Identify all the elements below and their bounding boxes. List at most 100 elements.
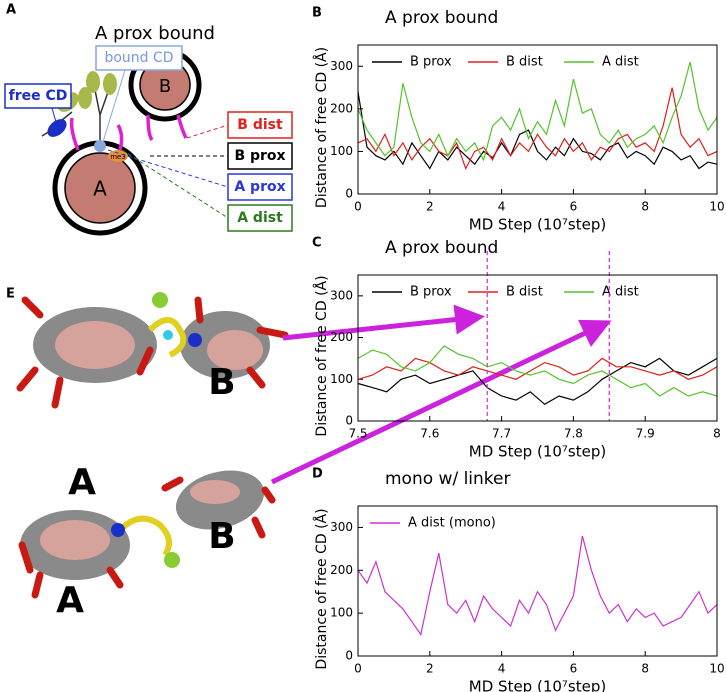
box [227, 142, 293, 170]
y-tick-label: 200 [330, 330, 353, 344]
y-axis-label: Distance of free CD (Å) [313, 47, 330, 208]
diagram: A A prox bound A B me3 bound CD free CD … [4, 3, 293, 236]
box [227, 204, 293, 232]
series-line [357, 535, 718, 637]
domain-model [188, 333, 202, 347]
chart-title: A prox bound [385, 8, 498, 28]
bound-cd [94, 140, 106, 152]
y-axis-label: Distance of free CD (Å) [313, 275, 330, 436]
y-tick-label: 100 [330, 372, 353, 386]
panel-label: E [6, 287, 15, 302]
series-line [357, 357, 718, 406]
distance-label: B prox [234, 148, 285, 164]
hp1-model [117, 515, 172, 557]
domain [78, 87, 92, 109]
series-line [357, 345, 718, 397]
series-line [357, 87, 718, 170]
plot-frame [357, 505, 718, 657]
x-tick-label: 10 [709, 200, 724, 214]
domain-model [164, 552, 180, 568]
nucleosome-core [190, 480, 240, 504]
plot-frame [357, 44, 718, 195]
connector [102, 69, 126, 143]
nucleosome-core [55, 321, 135, 369]
panel-label: B [312, 6, 322, 21]
x-tick-label: 8 [641, 200, 649, 214]
distance-label: B dist [237, 117, 283, 133]
chart-title: mono w/ linker [385, 469, 510, 489]
tail [16, 296, 289, 409]
legend-label: A dist [602, 55, 639, 70]
plot-frame [357, 274, 718, 422]
series-line [357, 357, 718, 380]
x-tick-label: 7.9 [636, 427, 655, 441]
tail [69, 114, 188, 151]
linker [41, 111, 73, 137]
free-cd-label: free CD [9, 88, 68, 104]
x-tick-label: 2 [426, 662, 434, 676]
nucleosome-label: B [159, 76, 171, 97]
structure-label: A [68, 462, 96, 503]
domain-model [152, 292, 168, 308]
panel-label: D [312, 467, 323, 482]
y-tick-label: 100 [330, 606, 353, 620]
connector [186, 124, 229, 139]
x-tick-label: 4 [498, 200, 506, 214]
legend-label: B dist [506, 285, 543, 300]
domain [86, 71, 100, 93]
x-tick-label: 7.5 [348, 427, 367, 441]
legend-label: B prox [410, 285, 452, 300]
y-tick-label: 0 [345, 187, 353, 201]
x-tick-label: 7.8 [564, 427, 583, 441]
hp1-model [147, 317, 187, 358]
x-axis-label: MD Step (10⁷step) [469, 443, 606, 461]
structure-label: B [208, 362, 235, 403]
nucleosome-label: A [93, 177, 107, 201]
hp1 [94, 89, 109, 146]
nucleosome-core [207, 330, 263, 370]
y-tick-label: 200 [330, 101, 353, 115]
x-axis-label: MD Step (10⁷step) [469, 678, 606, 692]
y-tick-label: 300 [330, 288, 353, 302]
y-tick-label: 300 [330, 59, 353, 73]
x-tick-label: 4 [498, 662, 506, 676]
y-tick-label: 0 [345, 414, 353, 428]
legend-label: B prox [410, 55, 452, 70]
panel-label: A [6, 3, 16, 18]
diagram-title: A prox bound [95, 23, 215, 44]
x-tick-label: 7.7 [492, 427, 511, 441]
domain-model [111, 523, 125, 537]
x-tick-label: 7.6 [420, 427, 439, 441]
box [227, 173, 293, 201]
tail [18, 476, 276, 599]
x-tick-label: 0 [354, 200, 362, 214]
domain [103, 73, 117, 95]
y-tick-label: 200 [330, 563, 353, 577]
series-line [357, 91, 718, 170]
panel-label: C [312, 236, 322, 251]
distance-label: A prox [234, 179, 285, 195]
free-cd [47, 119, 67, 137]
nucleosome-core [40, 520, 110, 560]
legend-label: A dist (mono) [408, 516, 496, 531]
me3-label: me3 [110, 153, 126, 161]
y-tick-label: 0 [345, 649, 353, 663]
box [227, 111, 293, 139]
x-tick-label: 0 [354, 662, 362, 676]
structure-label: A [56, 580, 84, 621]
y-tick-label: 300 [330, 520, 353, 534]
domain-model [163, 330, 173, 340]
x-tick-label: 10 [709, 662, 724, 676]
x-tick-label: 8 [713, 427, 721, 441]
x-axis-label: MD Step (10⁷step) [469, 216, 606, 234]
arrow [282, 304, 485, 341]
distance-label: A dist [237, 210, 283, 226]
x-tick-label: 2 [426, 200, 434, 214]
box [95, 45, 183, 71]
y-axis-label: Distance of free CD (Å) [313, 508, 330, 669]
structure-label: B [208, 516, 235, 557]
box [4, 83, 72, 109]
nucleosome [64, 152, 136, 224]
